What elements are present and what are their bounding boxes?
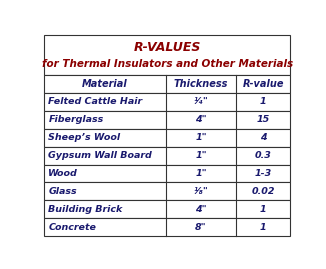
Bar xyxy=(44,129,290,147)
Text: Thickness: Thickness xyxy=(174,79,228,89)
Text: Glass: Glass xyxy=(48,187,77,196)
Text: Wood: Wood xyxy=(48,169,78,178)
Text: Building Brick: Building Brick xyxy=(48,205,123,214)
Text: 1": 1" xyxy=(195,133,207,142)
Text: 4": 4" xyxy=(195,115,207,124)
Text: Fiberglass: Fiberglass xyxy=(48,115,104,124)
Text: 4: 4 xyxy=(260,133,267,142)
Bar xyxy=(44,165,290,182)
Bar xyxy=(44,182,290,200)
Text: 4": 4" xyxy=(195,205,207,214)
Bar xyxy=(44,93,290,111)
Text: 1: 1 xyxy=(260,97,267,106)
Text: 0.02: 0.02 xyxy=(251,187,275,196)
Bar xyxy=(44,147,290,165)
Text: 1": 1" xyxy=(195,169,207,178)
Bar xyxy=(44,36,290,75)
Text: ¹⁄₈": ¹⁄₈" xyxy=(194,187,208,196)
Text: ¹⁄₄": ¹⁄₄" xyxy=(194,97,208,106)
Bar xyxy=(44,75,290,93)
Text: 1": 1" xyxy=(195,151,207,160)
Text: R-VALUES: R-VALUES xyxy=(133,41,201,54)
Text: 8": 8" xyxy=(195,223,207,232)
Bar xyxy=(44,218,290,236)
Text: Material: Material xyxy=(82,79,128,89)
Text: for Thermal Insulators and Other Materials: for Thermal Insulators and Other Materia… xyxy=(41,59,293,69)
Text: 1: 1 xyxy=(260,223,267,232)
Text: Concrete: Concrete xyxy=(48,223,96,232)
Text: 15: 15 xyxy=(257,115,270,124)
Text: 1: 1 xyxy=(260,205,267,214)
Bar xyxy=(44,111,290,129)
Text: R-value: R-value xyxy=(243,79,284,89)
Bar xyxy=(44,200,290,218)
Text: 0.3: 0.3 xyxy=(255,151,272,160)
Text: 1-3: 1-3 xyxy=(255,169,272,178)
Text: Felted Cattle Hair: Felted Cattle Hair xyxy=(48,97,142,106)
Text: Gypsum Wall Board: Gypsum Wall Board xyxy=(48,151,152,160)
Text: Sheep’s Wool: Sheep’s Wool xyxy=(48,133,120,142)
